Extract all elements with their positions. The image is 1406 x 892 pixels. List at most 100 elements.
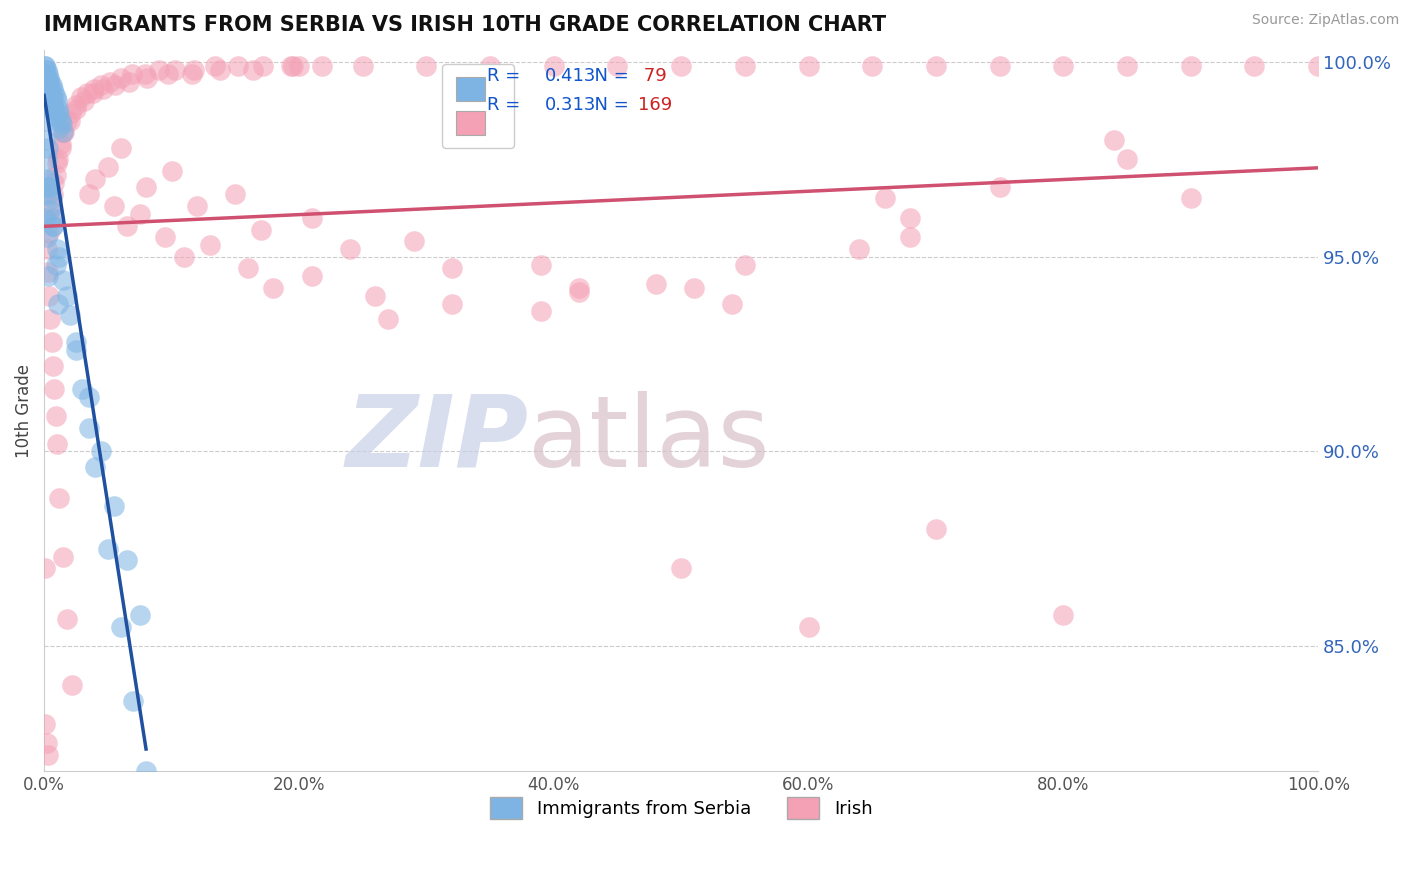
Y-axis label: 10th Grade: 10th Grade: [15, 364, 32, 458]
Point: [97, 160, 120, 174]
Point: [530, 304, 553, 318]
Point: [39, 179, 62, 194]
Point: [122, 693, 145, 707]
Point: [35, 736, 58, 750]
Point: [60, 678, 83, 692]
Point: [721, 296, 744, 310]
Point: [35, 94, 58, 108]
Point: [110, 620, 132, 634]
Text: IMMIGRANTS FROM SERBIA VS IRISH 10TH GRADE CORRELATION CHART: IMMIGRANTS FROM SERBIA VS IRISH 10TH GRA…: [44, 15, 886, 35]
Point: [49, 136, 72, 151]
Point: [252, 59, 274, 73]
Point: [160, 164, 183, 178]
Text: N =: N =: [583, 96, 634, 114]
Point: [52, 125, 75, 139]
Point: [34, 59, 56, 73]
Point: [683, 281, 706, 295]
Point: [37, 187, 59, 202]
Point: [183, 62, 205, 77]
Point: [280, 59, 302, 73]
Point: [34, 74, 56, 88]
Point: [41, 102, 63, 116]
Point: [440, 261, 463, 276]
Point: [1052, 59, 1074, 73]
Point: [77, 390, 100, 404]
Point: [186, 199, 208, 213]
Point: [242, 62, 264, 77]
Point: [135, 764, 157, 778]
Point: [39, 94, 62, 108]
Point: [860, 59, 883, 73]
Point: [128, 207, 150, 221]
Point: [34, 70, 56, 85]
Point: [352, 59, 374, 73]
Point: [35, 113, 58, 128]
Point: [288, 59, 311, 73]
Point: [153, 230, 176, 244]
Point: [41, 191, 63, 205]
Point: [37, 90, 59, 104]
Point: [38, 172, 60, 186]
Point: [797, 59, 820, 73]
Point: [39, 74, 62, 88]
Point: [65, 343, 87, 358]
Point: [48, 250, 70, 264]
Point: [45, 94, 67, 108]
Point: [37, 748, 59, 763]
Point: [44, 102, 66, 116]
Point: [115, 219, 138, 233]
Point: [224, 187, 246, 202]
Point: [134, 67, 156, 81]
Point: [301, 211, 323, 225]
Point: [364, 289, 387, 303]
Point: [35, 179, 58, 194]
Text: 0.413: 0.413: [544, 68, 596, 86]
Point: [97, 541, 120, 556]
Point: [44, 176, 66, 190]
Point: [988, 59, 1011, 73]
Point: [148, 62, 170, 77]
Point: [34, 59, 56, 73]
Point: [34, 82, 56, 96]
Point: [156, 67, 179, 81]
Point: [35, 62, 58, 77]
Point: [42, 219, 65, 233]
Point: [734, 59, 756, 73]
Point: [900, 211, 922, 225]
Point: [45, 105, 67, 120]
Point: [49, 113, 72, 128]
Point: [37, 82, 59, 96]
Point: [42, 187, 65, 202]
Point: [42, 219, 65, 233]
Text: R =: R =: [488, 96, 526, 114]
Point: [103, 199, 125, 213]
Point: [1116, 153, 1139, 167]
Point: [249, 222, 271, 236]
Point: [35, 230, 58, 244]
Point: [46, 153, 69, 167]
Point: [1052, 607, 1074, 622]
Point: [35, 153, 58, 167]
Point: [72, 94, 94, 108]
Point: [38, 98, 60, 112]
Point: [37, 265, 59, 279]
Point: [45, 242, 67, 256]
Point: [90, 78, 112, 93]
Point: [52, 273, 75, 287]
Point: [37, 141, 59, 155]
Point: [440, 296, 463, 310]
Point: [41, 335, 63, 350]
Point: [165, 62, 187, 77]
Point: [226, 59, 249, 73]
Point: [48, 121, 70, 136]
Point: [568, 281, 591, 295]
Point: [42, 94, 65, 108]
Point: [1308, 59, 1330, 73]
Legend: Immigrants from Serbia, Irish: Immigrants from Serbia, Irish: [482, 790, 880, 827]
Point: [568, 285, 591, 299]
Point: [91, 82, 114, 96]
Text: 79: 79: [638, 68, 666, 86]
Point: [45, 156, 67, 170]
Point: [49, 141, 72, 155]
Point: [180, 67, 202, 81]
